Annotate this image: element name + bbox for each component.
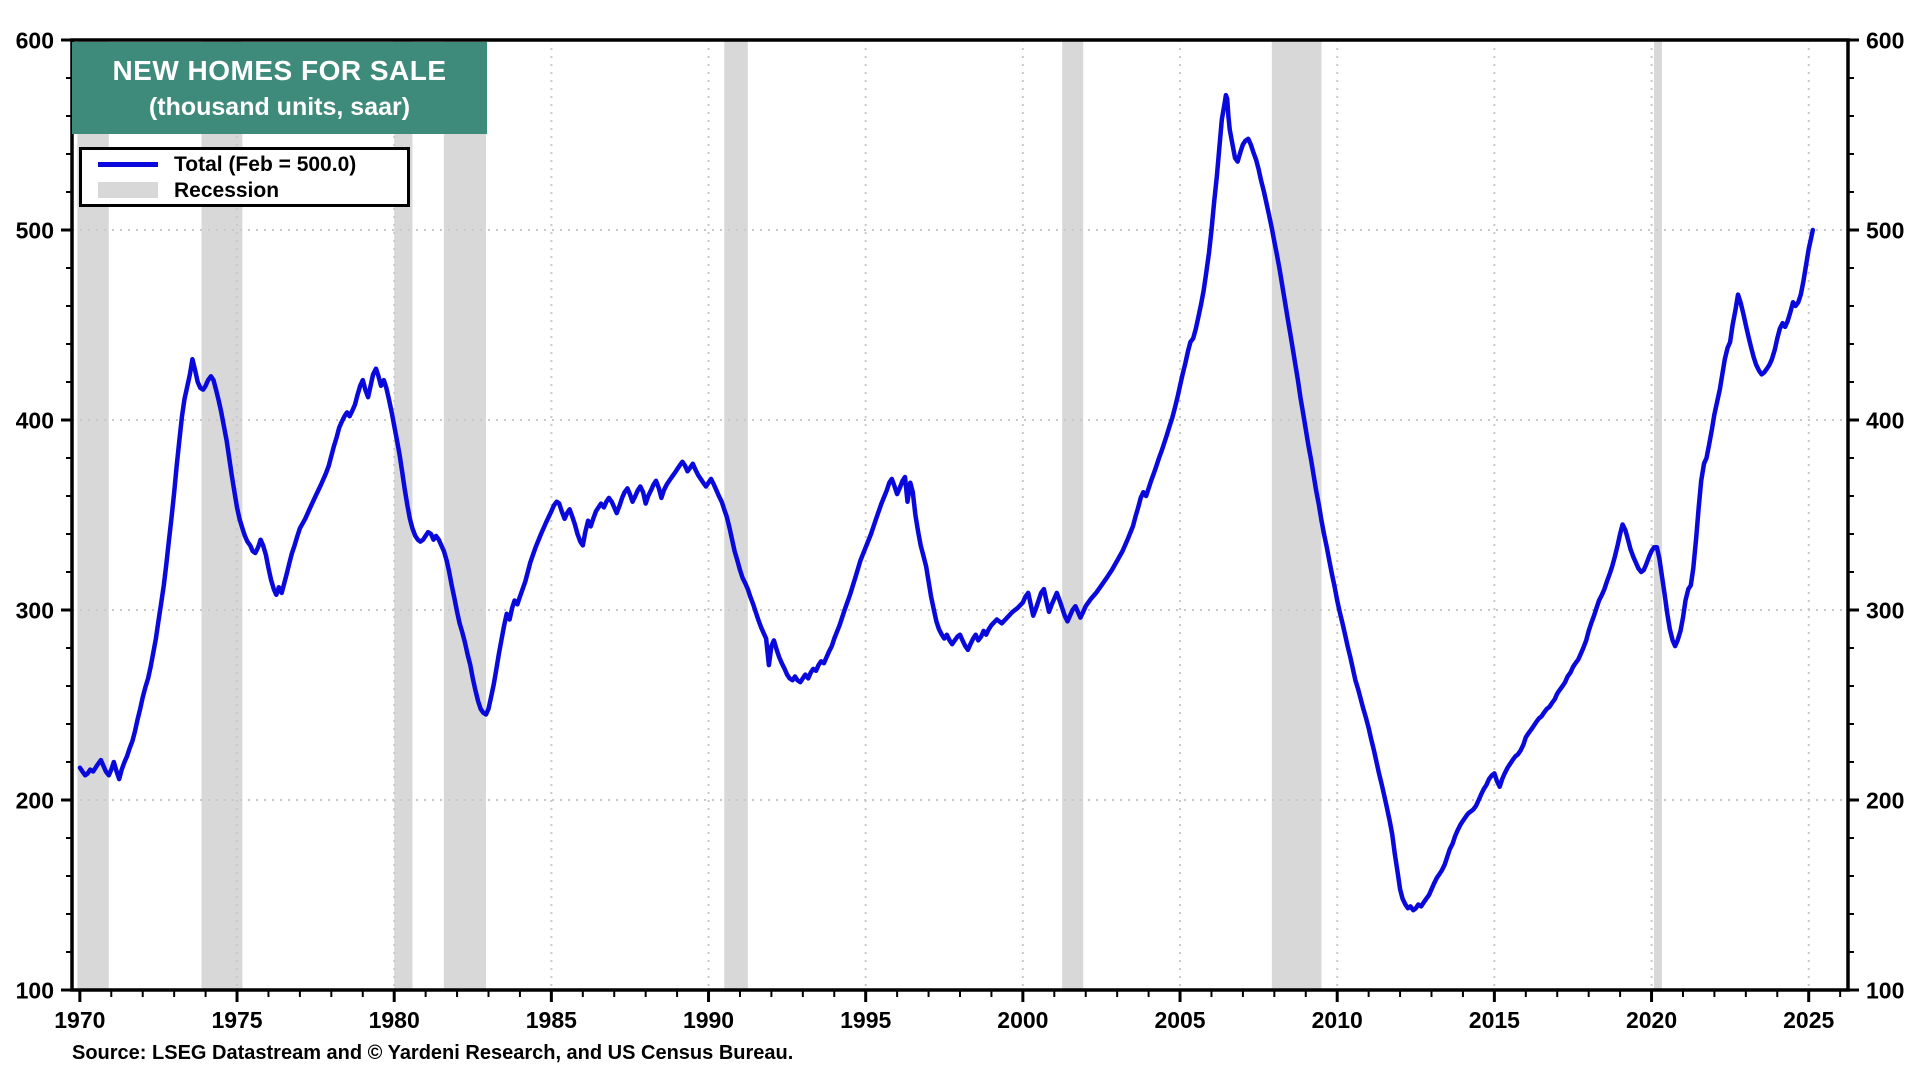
y-axis-label-right: 100 bbox=[1866, 977, 1904, 1003]
x-axis-label: 2025 bbox=[1783, 1007, 1834, 1033]
y-axis-label-right: 400 bbox=[1866, 407, 1904, 433]
y-axis-label-left: 400 bbox=[16, 407, 54, 433]
x-axis-label: 2005 bbox=[1154, 1007, 1205, 1033]
chart-title: NEW HOMES FOR SALE bbox=[112, 54, 447, 86]
x-axis-label: 2010 bbox=[1312, 1007, 1363, 1033]
chart-subtitle: (thousand units, saar) bbox=[148, 92, 411, 121]
x-axis-label: 2000 bbox=[997, 1007, 1048, 1033]
y-axis-label-left: 500 bbox=[16, 217, 54, 243]
legend: Total (Feb = 500.0) Recession bbox=[79, 147, 410, 207]
y-axis-label-right: 500 bbox=[1866, 217, 1904, 243]
total-line-swatch bbox=[98, 161, 158, 167]
total-series-line bbox=[77, 92, 1816, 913]
recession-band bbox=[394, 40, 413, 990]
y-axis-label-right: 600 bbox=[1866, 27, 1904, 53]
x-axis-label: 1990 bbox=[683, 1007, 734, 1033]
legend-label-total: Total (Feb = 500.0) bbox=[174, 152, 357, 176]
source-attribution: Source: LSEG Datastream and © Yardeni Re… bbox=[72, 1042, 794, 1064]
recession-band bbox=[724, 40, 748, 990]
recession-band bbox=[1271, 40, 1322, 990]
x-axis-label: 1975 bbox=[211, 1007, 262, 1033]
legend-item-recession: Recession bbox=[82, 178, 407, 202]
x-axis-label: 1985 bbox=[526, 1007, 577, 1033]
y-axis-label-left: 100 bbox=[16, 977, 54, 1003]
x-axis-label: 1970 bbox=[54, 1007, 105, 1033]
x-axis-label: 1995 bbox=[840, 1007, 891, 1033]
y-axis-label-left: 300 bbox=[16, 597, 54, 623]
recession-band bbox=[1654, 40, 1662, 990]
legend-label-recession: Recession bbox=[174, 178, 280, 202]
y-axis-label-left: 600 bbox=[16, 27, 54, 53]
y-axis-label-right: 200 bbox=[1866, 787, 1904, 813]
y-axis-label-right: 300 bbox=[1866, 597, 1904, 623]
x-axis-label: 2015 bbox=[1469, 1007, 1520, 1033]
x-axis-label: 2020 bbox=[1626, 1007, 1677, 1033]
recession-band-swatch bbox=[98, 182, 158, 198]
x-axis-label: 1980 bbox=[369, 1007, 420, 1033]
chart-title-box: NEW HOMES FOR SALE (thousand units, saar… bbox=[72, 42, 487, 134]
y-axis-label-left: 200 bbox=[16, 787, 54, 813]
recession-band bbox=[443, 40, 486, 990]
recession-band bbox=[1062, 40, 1084, 990]
legend-item-total: Total (Feb = 500.0) bbox=[82, 152, 407, 176]
